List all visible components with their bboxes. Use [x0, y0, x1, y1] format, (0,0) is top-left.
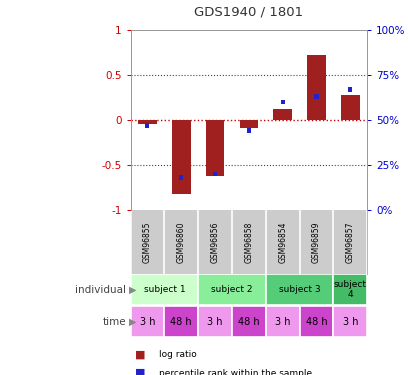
Text: 48 h: 48 h	[171, 316, 192, 327]
Bar	[266, 306, 299, 337]
Bar	[281, 99, 285, 105]
Bar	[172, 120, 191, 194]
Bar	[333, 306, 367, 337]
Bar	[164, 306, 198, 337]
Bar	[213, 171, 217, 177]
Bar	[273, 109, 292, 120]
Text: subject 1: subject 1	[144, 285, 185, 294]
Text: subject 3: subject 3	[279, 285, 320, 294]
Bar	[138, 120, 157, 124]
Text: 3 h: 3 h	[207, 316, 223, 327]
Text: ■: ■	[135, 368, 145, 375]
Text: GDS1940 / 1801: GDS1940 / 1801	[194, 6, 304, 19]
Bar	[333, 274, 367, 305]
Text: GSM96859: GSM96859	[312, 221, 321, 262]
Bar	[239, 120, 258, 128]
Bar	[315, 94, 319, 99]
Text: GSM96854: GSM96854	[278, 221, 287, 262]
Text: ■: ■	[135, 350, 145, 359]
Bar	[131, 306, 164, 337]
Bar	[307, 55, 326, 120]
Text: 48 h: 48 h	[306, 316, 327, 327]
Bar	[179, 175, 183, 180]
Bar	[145, 123, 149, 128]
Text: GSM96855: GSM96855	[143, 221, 152, 262]
Text: individual: individual	[75, 285, 126, 295]
Text: GSM96857: GSM96857	[346, 221, 355, 262]
Text: 48 h: 48 h	[238, 316, 260, 327]
Bar	[266, 274, 333, 305]
Text: log ratio: log ratio	[159, 350, 197, 359]
Text: ▶: ▶	[129, 285, 136, 295]
Text: 3 h: 3 h	[140, 316, 155, 327]
Bar	[299, 306, 333, 337]
Text: 3 h: 3 h	[275, 316, 290, 327]
Text: subject
4: subject 4	[334, 280, 367, 299]
Text: time: time	[103, 316, 126, 327]
Text: GSM96856: GSM96856	[211, 221, 220, 262]
Bar	[131, 274, 198, 305]
Text: percentile rank within the sample: percentile rank within the sample	[159, 369, 312, 375]
Bar	[341, 95, 359, 120]
Text: subject 2: subject 2	[211, 285, 253, 294]
Bar	[206, 120, 224, 176]
Text: 3 h: 3 h	[343, 316, 358, 327]
Bar	[348, 87, 353, 92]
Bar	[198, 274, 266, 305]
Bar	[198, 306, 232, 337]
Text: GSM96860: GSM96860	[177, 221, 186, 262]
Bar	[247, 128, 251, 133]
Text: GSM96858: GSM96858	[244, 221, 253, 262]
Bar	[232, 306, 266, 337]
Text: ▶: ▶	[129, 316, 136, 327]
